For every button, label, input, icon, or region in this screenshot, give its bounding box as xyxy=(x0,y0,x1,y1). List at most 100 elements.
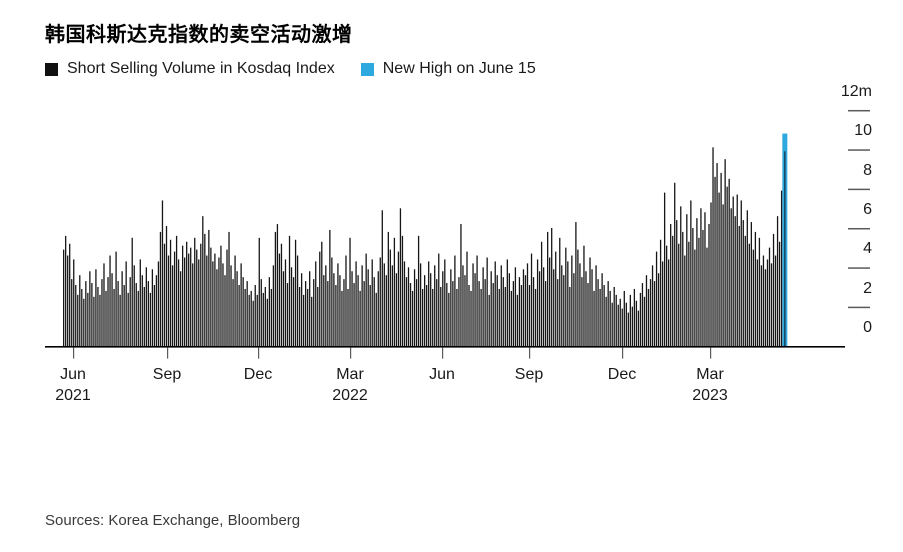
bar xyxy=(774,255,777,346)
y-axis-tick xyxy=(848,188,870,191)
bar xyxy=(288,235,291,346)
bar xyxy=(69,243,71,346)
bar xyxy=(226,249,228,346)
bar xyxy=(397,251,400,346)
bar xyxy=(712,147,714,346)
bar xyxy=(625,302,627,346)
bar xyxy=(462,265,464,346)
chart-legend: Short Selling Volume in Kosdaq Index New… xyxy=(45,60,536,78)
bar xyxy=(696,218,698,346)
bar xyxy=(200,243,202,346)
bar xyxy=(504,286,506,346)
bar xyxy=(417,235,420,346)
bar xyxy=(268,277,271,346)
bar xyxy=(159,231,162,346)
bar xyxy=(93,296,95,346)
bar xyxy=(561,265,563,346)
bar xyxy=(353,283,355,346)
bar xyxy=(365,253,367,346)
bar xyxy=(351,271,353,346)
x-axis-tick-label: Jun xyxy=(60,366,86,383)
x-axis-tick xyxy=(622,347,624,359)
bar xyxy=(581,277,583,346)
bar xyxy=(339,275,341,346)
bar xyxy=(518,277,521,346)
bar xyxy=(210,247,212,346)
bar xyxy=(557,279,559,346)
bar xyxy=(686,214,688,346)
bar xyxy=(512,281,515,346)
bar xyxy=(732,196,734,346)
bar xyxy=(87,292,89,346)
bar xyxy=(67,255,69,346)
bar xyxy=(415,279,418,346)
bar xyxy=(585,271,587,346)
bar xyxy=(111,273,113,346)
x-axis-tick xyxy=(710,347,712,359)
bar xyxy=(383,263,385,346)
bar xyxy=(768,247,771,346)
bar xyxy=(440,286,442,346)
bar xyxy=(563,275,565,346)
bar xyxy=(544,281,547,346)
x-axis-tick-label: Dec xyxy=(607,366,637,383)
bar xyxy=(248,294,250,346)
bar xyxy=(728,178,730,346)
bar xyxy=(668,259,670,346)
bar xyxy=(184,257,186,346)
bar xyxy=(460,224,462,346)
bar xyxy=(234,255,236,346)
bar xyxy=(438,253,440,346)
bar xyxy=(282,271,285,346)
bar xyxy=(603,285,605,346)
bar xyxy=(528,285,531,346)
bar xyxy=(661,261,664,346)
bar xyxy=(139,259,141,346)
bar xyxy=(179,271,182,346)
bar xyxy=(129,277,131,346)
bar xyxy=(149,292,152,346)
x-axis-year-label: 2023 xyxy=(692,387,728,404)
bar xyxy=(307,288,309,346)
bar xyxy=(649,279,652,346)
y-axis-tick xyxy=(848,267,870,269)
bar xyxy=(165,226,168,346)
bar xyxy=(123,285,125,346)
x-axis-year-label: 2021 xyxy=(55,387,91,404)
bar xyxy=(494,261,496,346)
bar xyxy=(321,241,323,346)
bar xyxy=(375,292,377,346)
bar xyxy=(309,271,311,346)
bar xyxy=(296,255,299,346)
bar xyxy=(264,286,266,346)
bar xyxy=(615,294,617,346)
bar xyxy=(442,271,444,346)
bar xyxy=(426,285,428,346)
bar xyxy=(109,255,111,346)
bar xyxy=(573,273,575,346)
bar xyxy=(750,222,752,346)
black-square-icon xyxy=(45,62,58,76)
bar xyxy=(601,273,603,346)
bar xyxy=(587,283,589,346)
bar xyxy=(73,259,75,346)
bar xyxy=(298,286,301,346)
x-axis-tick xyxy=(442,347,444,359)
bar xyxy=(65,235,67,346)
bar xyxy=(323,275,325,346)
bar xyxy=(363,281,365,346)
bar xyxy=(105,290,107,346)
bar xyxy=(387,231,389,346)
bar xyxy=(684,255,686,346)
bar xyxy=(151,269,154,346)
bar xyxy=(290,267,293,346)
bar xyxy=(591,269,593,346)
bar xyxy=(99,294,101,346)
bar xyxy=(202,216,204,346)
bar xyxy=(762,255,765,346)
bar xyxy=(391,265,394,346)
bar xyxy=(434,265,436,346)
y-axis-tick xyxy=(848,109,870,112)
bar xyxy=(145,267,147,346)
bar xyxy=(327,281,329,346)
